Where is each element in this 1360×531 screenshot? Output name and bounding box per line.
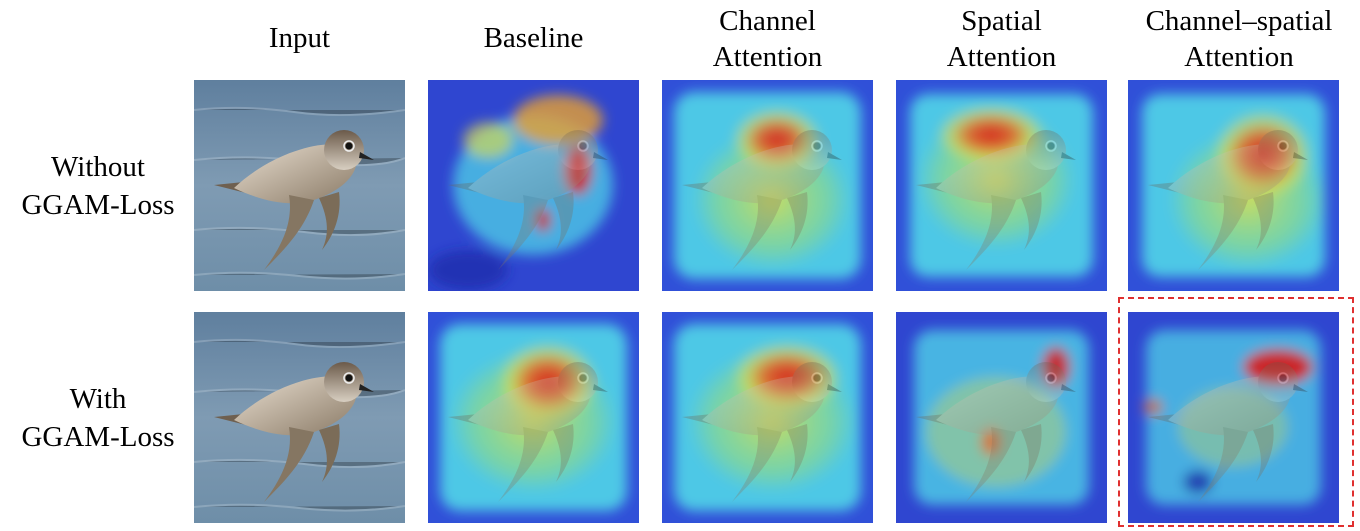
col-header-channel-attention: Channel Attention — [712, 5, 823, 73]
row-label-without-ggam-loss: Without GGAM-Loss — [21, 150, 175, 221]
highlight-box — [1118, 297, 1354, 527]
heatmap-spatial-attention-with — [896, 312, 1107, 523]
col-header-baseline: Baseline — [483, 22, 584, 54]
col-header-input: Input — [268, 22, 331, 54]
col-header-channel-spatial-attention: Channel–spatial Attention — [1145, 5, 1333, 73]
input-image-row2 — [194, 312, 405, 523]
col-header-spatial-attention: Spatial Attention — [946, 5, 1057, 73]
heatmap-channel-spatial-attention-with — [1128, 312, 1339, 523]
input-image-row1 — [194, 80, 405, 291]
heatmap-spatial-attention-without — [896, 80, 1107, 291]
heatmap-channel-attention-with — [662, 312, 873, 523]
heatmap-baseline-without — [428, 80, 639, 291]
heatmap-channel-attention-without — [662, 80, 873, 291]
row-label-with-ggam-loss: With GGAM-Loss — [21, 382, 175, 453]
heatmap-channel-spatial-attention-without — [1128, 80, 1339, 291]
heatmap-baseline-with — [428, 312, 639, 523]
